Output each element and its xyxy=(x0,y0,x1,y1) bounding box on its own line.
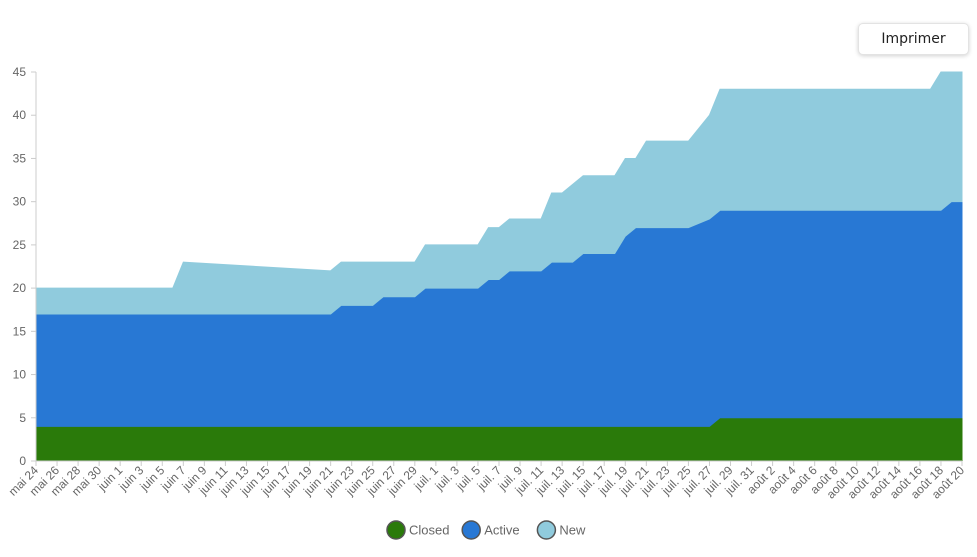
y-tick-label: 45 xyxy=(13,65,27,79)
legend-swatch xyxy=(536,520,557,540)
legend-swatch xyxy=(461,520,481,540)
y-tick-label: 5 xyxy=(19,411,26,425)
legend-label: Closed xyxy=(409,523,449,538)
y-tick-label: 35 xyxy=(13,151,27,165)
y-tick-label: 15 xyxy=(13,324,27,338)
y-tick-label: 20 xyxy=(13,281,27,295)
legend-item-closed[interactable]: Closed xyxy=(386,520,449,540)
y-tick-label: 0 xyxy=(19,454,26,468)
series-area-new xyxy=(35,71,963,315)
legend-swatch xyxy=(386,520,406,540)
areas-group xyxy=(35,71,963,462)
y-tick-label: 10 xyxy=(13,368,27,382)
y-tick-label: 25 xyxy=(13,238,27,252)
legend-label: New xyxy=(559,523,586,538)
legend-item-new[interactable]: New xyxy=(536,520,586,540)
legend-label: Active xyxy=(484,523,519,538)
legend: Closed Active New xyxy=(386,520,586,540)
y-tick-label: 30 xyxy=(13,195,27,209)
print-button[interactable]: Imprimer xyxy=(858,23,969,55)
y-tick-label: 40 xyxy=(13,108,27,122)
legend-item-active[interactable]: Active xyxy=(461,520,520,540)
